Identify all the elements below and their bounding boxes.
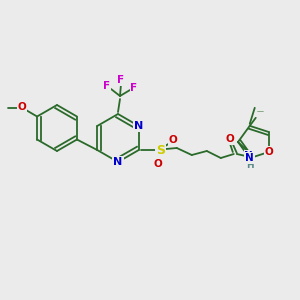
Text: N: N bbox=[134, 121, 143, 131]
Text: F: F bbox=[130, 83, 138, 93]
Text: —: — bbox=[256, 108, 263, 114]
Text: O: O bbox=[18, 103, 26, 112]
Text: O: O bbox=[168, 135, 177, 145]
Text: F: F bbox=[117, 75, 124, 85]
Text: O: O bbox=[225, 134, 234, 144]
Text: O: O bbox=[264, 147, 273, 157]
Text: N: N bbox=[244, 151, 253, 161]
Text: N: N bbox=[113, 157, 123, 167]
Text: F: F bbox=[103, 81, 111, 91]
Text: H: H bbox=[246, 160, 253, 169]
Text: O: O bbox=[153, 159, 162, 169]
Text: S: S bbox=[156, 143, 165, 157]
Text: N: N bbox=[245, 153, 254, 163]
